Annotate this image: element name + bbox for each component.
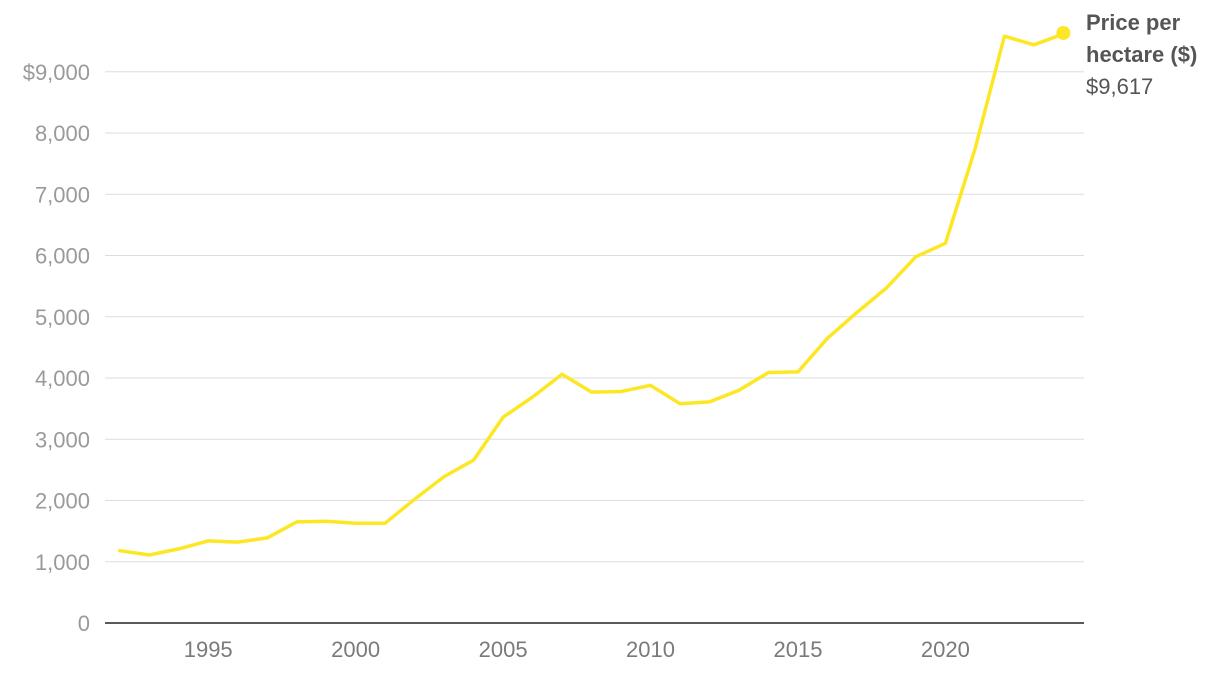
y-axis-tick-labels: 0 1,000 2,000 3,000 4,000 5,000 6,000 7,000 8,00… (23, 60, 90, 636)
y-tick-label: 3,000 (35, 427, 90, 452)
y-tick-label: 2,000 (35, 489, 90, 514)
y-tick-label: $9,000 (23, 60, 90, 85)
x-tick-label: 1995 (184, 637, 233, 662)
x-tick-label: 2010 (626, 637, 675, 662)
gridlines (105, 71, 1084, 563)
series-end-point (1056, 25, 1071, 40)
x-tick-label: 2020 (921, 637, 970, 662)
series-layer (117, 25, 1071, 557)
series-name-label: Price per (1086, 10, 1181, 35)
series-label: Price per hectare ($) $9,617 (1086, 10, 1197, 99)
x-tick-label: 2015 (773, 637, 822, 662)
x-tick-label: 2005 (479, 637, 528, 662)
y-tick-label: 8,000 (35, 121, 90, 146)
y-tick-label: 6,000 (35, 244, 90, 269)
series-line-price-per-hectare (117, 32, 1066, 557)
series-name-label: hectare ($) (1086, 42, 1197, 67)
y-tick-label: 4,000 (35, 366, 90, 391)
x-tick-label: 2000 (331, 637, 380, 662)
y-tick-label: 7,000 (35, 182, 90, 207)
x-axis-tick-labels: 1995 2000 2005 2010 2015 2020 (184, 637, 970, 662)
y-tick-label: 0 (78, 611, 90, 636)
y-tick-label: 1,000 (35, 550, 90, 575)
y-tick-label: 5,000 (35, 305, 90, 330)
series-last-value-label: $9,617 (1086, 74, 1153, 99)
